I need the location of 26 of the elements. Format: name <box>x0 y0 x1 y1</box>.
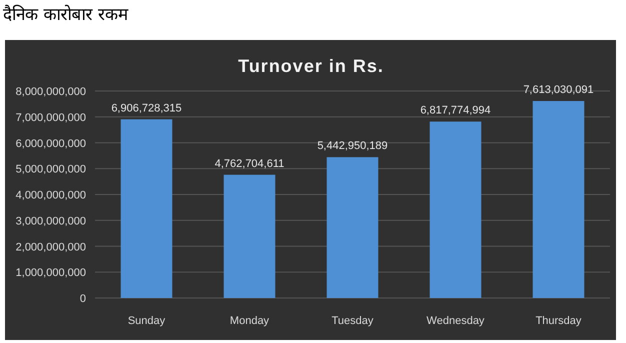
x-tick-label: Thursday <box>536 315 582 327</box>
bar <box>430 122 482 298</box>
chart-title: Turnover in Rs. <box>238 56 384 76</box>
data-label: 6,906,728,315 <box>111 102 182 114</box>
bar <box>120 119 172 298</box>
y-tick-label: 6,000,000,000 <box>16 138 86 150</box>
bar <box>532 101 584 298</box>
bar <box>326 157 378 298</box>
y-tick-label: 0 <box>80 293 86 305</box>
y-tick-label: 4,000,000,000 <box>16 190 86 202</box>
text: दैनिक कारोबार रकम <box>3 4 128 25</box>
x-tick-label: Tuesday <box>332 315 374 327</box>
x-tick-label: Monday <box>230 315 270 327</box>
y-tick-label: 1,000,000,000 <box>16 267 86 280</box>
y-tick-label: 8,000,000,000 <box>16 86 86 98</box>
data-label: 7,613,030,091 <box>523 84 594 96</box>
data-label: 4,762,704,611 <box>214 158 284 170</box>
y-tick-label: 5,000,000,000 <box>16 164 86 176</box>
y-tick-label: 7,000,000,000 <box>16 112 86 124</box>
x-tick-label: Wednesday <box>426 315 485 327</box>
y-tick-label: 2,000,000,000 <box>16 241 86 254</box>
data-label: 5,442,950,189 <box>317 140 388 152</box>
bar <box>224 174 276 298</box>
data-label: 6,817,774,994 <box>420 104 491 117</box>
y-tick-label: 3,000,000,000 <box>16 215 86 228</box>
x-tick-label: Sunday <box>128 315 166 327</box>
